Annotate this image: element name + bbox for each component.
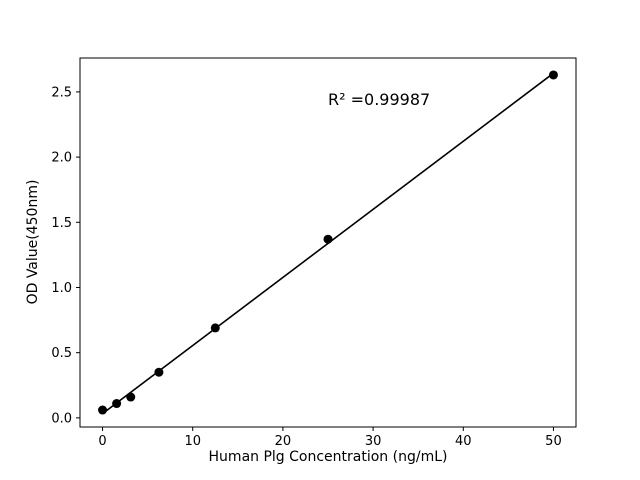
x-tick-label: 0	[98, 434, 106, 449]
x-axis-label: Human Plg Concentration (ng/mL)	[208, 449, 448, 465]
data-point	[323, 234, 333, 244]
data-point	[112, 399, 122, 409]
y-tick-label: 2.5	[51, 85, 72, 100]
x-tick-label: 40	[455, 434, 472, 449]
x-tick-label: 30	[365, 434, 382, 449]
data-point	[154, 367, 164, 377]
y-tick-label: 0.0	[51, 411, 72, 426]
y-tick-label: 2.0	[51, 151, 72, 166]
r-squared-annotation: R² =0.99987	[328, 90, 431, 109]
x-tick-label: 20	[275, 434, 292, 449]
data-point	[126, 392, 136, 402]
y-axis-label: OD Value(450nm)	[25, 179, 41, 305]
x-tick-label: 50	[545, 434, 562, 449]
data-point	[548, 70, 558, 80]
x-tick-label: 10	[184, 434, 201, 449]
data-point	[210, 323, 220, 333]
plot-frame	[79, 57, 577, 428]
data-point	[98, 405, 108, 415]
y-tick-label: 1.0	[51, 281, 72, 296]
y-tick-label: 0.5	[51, 346, 72, 361]
y-tick-label: 1.5	[51, 216, 72, 231]
